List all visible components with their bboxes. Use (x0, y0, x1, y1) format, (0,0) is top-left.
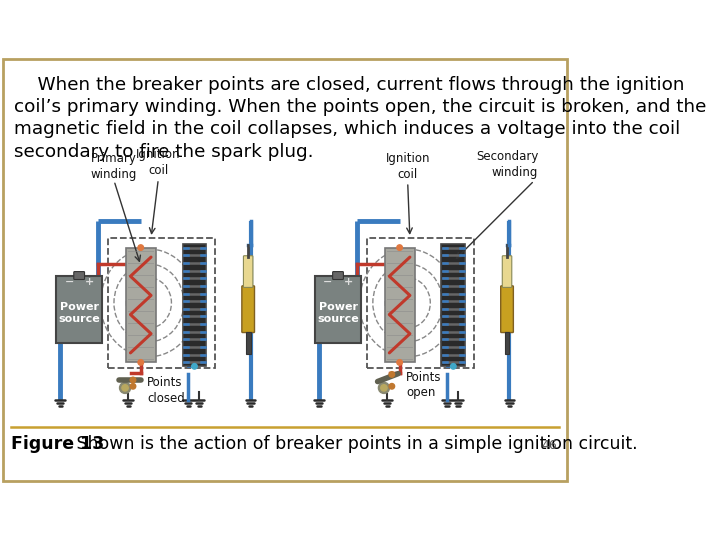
Text: Ignition
coil: Ignition coil (385, 152, 430, 180)
Circle shape (138, 245, 143, 251)
Circle shape (397, 245, 402, 251)
Text: Secondary
winding: Secondary winding (476, 151, 539, 179)
Text: Power
source: Power source (317, 302, 359, 325)
Text: −: − (64, 277, 73, 287)
Circle shape (389, 372, 395, 377)
Text: Figure 13: Figure 13 (11, 435, 104, 453)
FancyBboxPatch shape (3, 59, 567, 481)
Text: −: − (323, 277, 333, 287)
FancyBboxPatch shape (126, 248, 156, 362)
Text: 46: 46 (541, 438, 557, 451)
Text: Shown is the action of breaker points in a simple ignition circuit.: Shown is the action of breaker points in… (71, 435, 638, 453)
FancyBboxPatch shape (503, 256, 512, 287)
Text: Primary
winding: Primary winding (91, 152, 138, 180)
Text: magnetic field in the coil collapses, which induces a voltage into the coil: magnetic field in the coil collapses, wh… (14, 120, 680, 138)
FancyBboxPatch shape (315, 275, 361, 343)
FancyBboxPatch shape (505, 332, 510, 354)
FancyBboxPatch shape (242, 286, 254, 333)
FancyBboxPatch shape (246, 332, 251, 354)
Circle shape (389, 383, 395, 389)
Circle shape (451, 363, 456, 369)
Circle shape (397, 360, 402, 365)
FancyBboxPatch shape (73, 272, 84, 280)
FancyBboxPatch shape (500, 286, 513, 333)
FancyBboxPatch shape (333, 272, 343, 280)
FancyBboxPatch shape (243, 256, 253, 287)
Circle shape (138, 360, 143, 365)
Circle shape (381, 384, 387, 391)
Text: Points
open: Points open (406, 370, 441, 399)
FancyBboxPatch shape (441, 244, 465, 366)
Text: When the breaker points are closed, current flows through the ignition: When the breaker points are closed, curr… (14, 76, 685, 94)
FancyBboxPatch shape (183, 244, 207, 366)
Text: Power
source: Power source (58, 302, 100, 325)
Circle shape (192, 363, 197, 369)
Text: secondary to fire the spark plug.: secondary to fire the spark plug. (14, 143, 314, 160)
Circle shape (130, 377, 136, 383)
Circle shape (120, 382, 130, 394)
Circle shape (130, 383, 136, 389)
FancyBboxPatch shape (384, 248, 415, 362)
Text: Points
closed: Points closed (148, 376, 185, 404)
Circle shape (379, 382, 390, 394)
Text: coil’s primary winding. When the points open, the circuit is broken, and the: coil’s primary winding. When the points … (14, 98, 706, 116)
Text: Ignition
coil: Ignition coil (136, 148, 181, 177)
FancyBboxPatch shape (56, 275, 102, 343)
Circle shape (122, 384, 128, 391)
Text: +: + (343, 277, 353, 287)
Text: +: + (85, 277, 94, 287)
